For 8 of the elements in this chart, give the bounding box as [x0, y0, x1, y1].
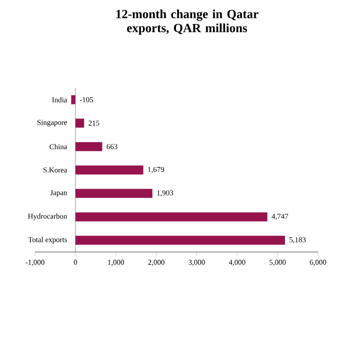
chart-title: 12-month change in Qatar exports, QAR millions: [116, 10, 258, 35]
bar: [71, 95, 76, 104]
bar: [75, 188, 152, 198]
bar: [75, 118, 84, 128]
bar: [75, 236, 285, 245]
bar: [75, 142, 102, 152]
bar: [75, 166, 144, 175]
bar: [75, 212, 268, 222]
